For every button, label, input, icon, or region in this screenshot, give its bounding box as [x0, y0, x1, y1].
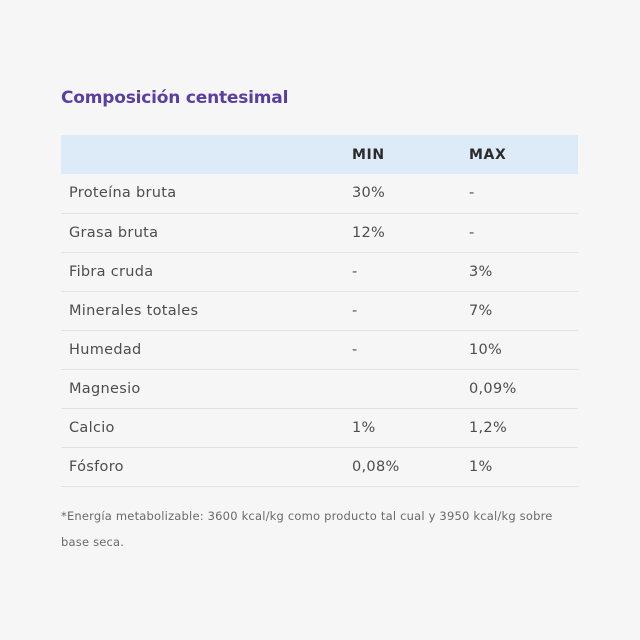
table-row: Fósforo 0,08% 1% — [61, 447, 578, 486]
nutrition-table: MIN MAX Proteína bruta 30% - Grasa bruta… — [61, 135, 578, 487]
energy-footnote: *Energía metabolizable: 3600 kcal/kg com… — [61, 508, 553, 549]
nutrient-min: - — [352, 302, 358, 319]
table-row: Humedad - 10% — [61, 330, 578, 369]
nutrient-name: Humedad — [69, 341, 142, 358]
table-row: Grasa bruta 12% - — [61, 213, 578, 252]
section-title: Composición centesimal — [61, 88, 289, 108]
nutrient-min: 30% — [352, 185, 386, 202]
composition-section: Composición centesimal MIN MAX Proteína … — [61, 86, 578, 566]
nutrient-name: Calcio — [69, 419, 115, 436]
nutrient-max: 7% — [469, 302, 493, 319]
nutrient-max: 1,2% — [469, 419, 508, 436]
nutrient-name: Fósforo — [69, 458, 124, 475]
nutrient-name: Proteína bruta — [69, 185, 177, 202]
table-row: Proteína bruta 30% - — [61, 174, 578, 213]
nutrient-min: 1% — [352, 419, 376, 436]
nutrient-max: 1% — [469, 458, 493, 475]
nutrient-max: 0,09% — [469, 380, 517, 397]
table-body: Proteína bruta 30% - Grasa bruta 12% - F… — [61, 174, 578, 486]
nutrient-min — [344, 369, 461, 408]
nutrient-min: 12% — [352, 224, 386, 241]
nutrient-max: - — [469, 224, 475, 241]
table-row: Calcio 1% 1,2% — [61, 408, 578, 447]
header-max: MAX — [469, 146, 507, 163]
nutrient-min: - — [352, 341, 358, 358]
header-min: MIN — [352, 146, 385, 163]
table-row: Magnesio 0,09% — [61, 369, 578, 408]
nutrient-max: - — [469, 185, 475, 202]
nutrient-name: Grasa bruta — [69, 224, 159, 241]
nutrient-name: Fibra cruda — [69, 263, 154, 280]
nutrient-min: - — [352, 263, 358, 280]
nutrient-max: 3% — [469, 263, 493, 280]
nutrient-max: 10% — [469, 341, 503, 358]
header-nutrient — [61, 135, 344, 174]
nutrient-name: Minerales totales — [69, 302, 199, 319]
table-header: MIN MAX — [61, 135, 578, 174]
table-header-row: MIN MAX — [61, 135, 578, 174]
nutrient-min: 0,08% — [352, 458, 400, 475]
table-row: Minerales totales - 7% — [61, 291, 578, 330]
table-row: Fibra cruda - 3% — [61, 252, 578, 291]
nutrient-name: Magnesio — [69, 380, 141, 397]
